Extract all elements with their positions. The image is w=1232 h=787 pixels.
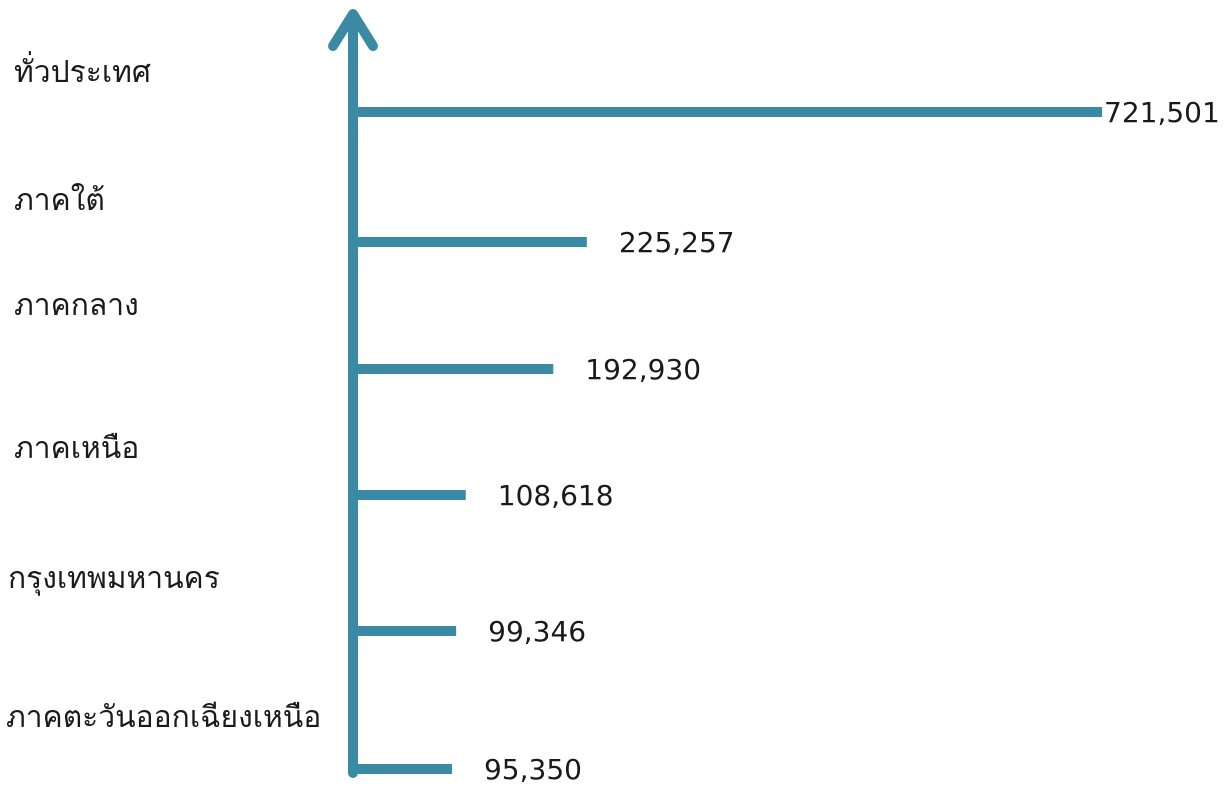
category-label: ภาคเหนือ [14, 431, 139, 466]
chart-row: ภาคใต้ 225,257 [14, 145, 735, 259]
value-label: 95,350 [484, 753, 582, 786]
house-icon [388, 397, 470, 478]
category-label: ภาคตะวันออกเฉียงเหนือ [6, 700, 321, 735]
category-label: กรุงเทพมหานคร [8, 561, 220, 597]
house-icon [388, 677, 454, 758]
chart-row: ทั่วประเทศ 721,501 [14, 19, 1220, 129]
house-icon [388, 19, 470, 100]
category-label: ทั่วประเทศ [14, 51, 151, 90]
house-icon [480, 271, 562, 352]
house-icon [756, 19, 838, 100]
house-icon [480, 397, 505, 478]
house-icon [940, 19, 1022, 100]
house-icon [388, 145, 470, 226]
house-icon [480, 19, 562, 100]
chart-rows: ทั่วประเทศ 721,501 ภาคใต้ 225,257 ภาคกลาง 192… [6, 19, 1220, 786]
chart-row: ภาคตะวันออกเฉียงเหนือ 95,350 [6, 677, 582, 786]
category-label: ภาคใต้ [14, 183, 105, 218]
value-label: 108,618 [498, 479, 614, 512]
house-icon [848, 19, 930, 100]
house-icon [664, 19, 746, 100]
house-icon [388, 539, 454, 620]
house-icon [388, 271, 470, 352]
chart-row: ภาคกลาง 192,930 [14, 271, 701, 386]
value-label: 192,930 [585, 353, 701, 386]
house-icon [480, 145, 562, 226]
value-label: 225,257 [619, 226, 735, 259]
house-icon [1032, 19, 1080, 100]
house-icon [572, 19, 654, 100]
category-label: ภาคกลาง [14, 288, 139, 323]
chart-row: กรุงเทพมหานคร 99,346 [8, 539, 586, 648]
y-axis-arrow-icon [328, 9, 378, 51]
house-icon [572, 145, 622, 226]
value-label: 99,346 [488, 615, 586, 648]
value-label: 721,501 [1104, 96, 1220, 129]
chart-row: ภาคเหนือ 108,618 [14, 397, 614, 512]
